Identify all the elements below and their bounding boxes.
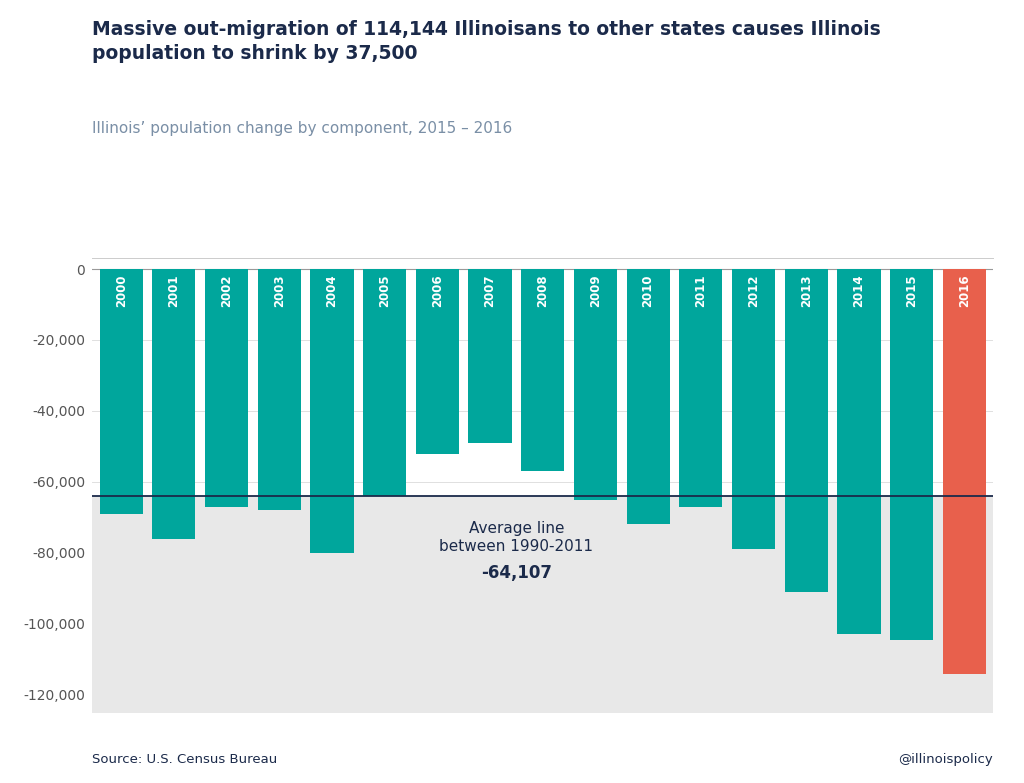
Bar bbox=[573, 269, 617, 500]
Text: 2001: 2001 bbox=[167, 274, 180, 307]
Bar bbox=[153, 269, 196, 539]
Text: 2010: 2010 bbox=[642, 274, 654, 307]
Text: 2016: 2016 bbox=[957, 274, 971, 307]
Text: @illinoispolicy: @illinoispolicy bbox=[898, 752, 993, 766]
Text: 2002: 2002 bbox=[220, 274, 233, 307]
Text: Source: U.S. Census Bureau: Source: U.S. Census Bureau bbox=[92, 752, 278, 766]
Bar bbox=[258, 269, 301, 511]
Bar bbox=[784, 269, 827, 592]
Bar bbox=[92, 496, 993, 713]
Text: 2003: 2003 bbox=[272, 274, 286, 307]
Text: Average line
between 1990-2011: Average line between 1990-2011 bbox=[439, 521, 593, 554]
Bar bbox=[521, 269, 564, 471]
Text: -64,107: -64,107 bbox=[481, 564, 552, 582]
Bar bbox=[943, 269, 986, 674]
Text: 2004: 2004 bbox=[326, 274, 338, 307]
Bar bbox=[732, 269, 775, 550]
Bar bbox=[627, 269, 670, 525]
Text: 2011: 2011 bbox=[694, 274, 708, 307]
Text: 2012: 2012 bbox=[748, 274, 760, 307]
Text: 2006: 2006 bbox=[431, 274, 443, 307]
Bar bbox=[416, 269, 459, 453]
Bar bbox=[838, 269, 881, 634]
Text: 2013: 2013 bbox=[800, 274, 813, 307]
Bar bbox=[205, 269, 248, 507]
Bar bbox=[890, 269, 933, 640]
Bar bbox=[99, 269, 142, 514]
Bar bbox=[310, 269, 353, 553]
Text: 2014: 2014 bbox=[852, 274, 865, 307]
Text: Massive out-migration of 114,144 Illinoisans to other states causes Illinois
pop: Massive out-migration of 114,144 Illinoi… bbox=[92, 20, 881, 63]
Text: Illinois’ population change by component, 2015 – 2016: Illinois’ population change by component… bbox=[92, 121, 512, 136]
Text: 2009: 2009 bbox=[589, 274, 602, 307]
Text: 2008: 2008 bbox=[537, 274, 549, 307]
Text: 2000: 2000 bbox=[115, 274, 128, 307]
Bar bbox=[364, 269, 407, 496]
Text: 2007: 2007 bbox=[483, 274, 497, 307]
Text: 2005: 2005 bbox=[378, 274, 391, 307]
Text: 2015: 2015 bbox=[905, 274, 919, 307]
Bar bbox=[468, 269, 512, 443]
Bar bbox=[679, 269, 722, 507]
